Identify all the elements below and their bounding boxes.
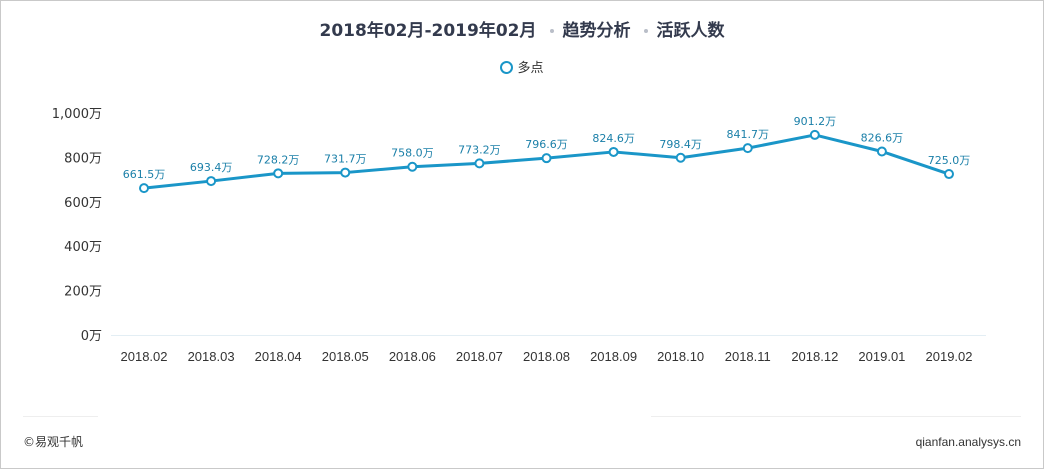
y-tick-label: 800万 [64, 151, 102, 166]
y-axis: 0万 200万 400万 600万 800万 1,000万 [52, 107, 102, 344]
x-tick-label: 2018.04 [255, 349, 302, 364]
source-url: qianfan.analysys.cn [915, 435, 1021, 449]
copyright-text: ©易观千帆 [23, 435, 84, 449]
data-label: 798.4万 [659, 138, 702, 151]
x-tick-label: 2018.12 [791, 349, 838, 364]
data-point[interactable] [608, 146, 619, 157]
y-tick-label: 200万 [64, 285, 102, 300]
data-label: 758.0万 [391, 147, 434, 160]
data-label: 901.2万 [794, 115, 837, 128]
series-layer: 661.5万 693.4万 728.2万 731.7万 758.0万 773.2万 796.… [123, 115, 971, 194]
data-label: 693.4万 [190, 161, 233, 174]
data-label: 731.7万 [324, 153, 367, 166]
data-point[interactable] [541, 153, 552, 164]
data-point[interactable] [876, 146, 887, 157]
chart-title: 2018年02月-2019年02月 趋势分析 活跃人数 [1, 16, 1043, 41]
data-point[interactable] [944, 169, 954, 180]
x-tick-label: 2019.02 [926, 349, 973, 364]
title-category: 趋势分析 [562, 21, 631, 41]
legend-circle-icon [500, 61, 514, 74]
footer-divider [651, 416, 1021, 417]
data-label: 725.0万 [928, 154, 971, 167]
y-tick-label: 600万 [64, 196, 102, 211]
x-tick-label: 2018.05 [322, 349, 369, 364]
x-tick-label: 2018.09 [590, 349, 637, 364]
x-tick-label: 2018.11 [725, 349, 771, 364]
legend-series-label: 多点 [517, 61, 544, 76]
title-metric: 活跃人数 [656, 21, 725, 41]
y-tick-label: 400万 [64, 240, 102, 255]
title-period: 2018年02月-2019年02月 [319, 21, 537, 41]
x-tick-label: 2018.08 [523, 349, 570, 364]
x-tick-label: 2018.03 [188, 349, 235, 364]
data-point[interactable] [407, 161, 418, 172]
data-label: 841.7万 [727, 128, 770, 141]
x-axis: 2018.02 2018.03 2018.04 2018.05 2018.06 2018.… [111, 335, 986, 364]
data-point[interactable] [742, 143, 753, 154]
x-tick-label: 2019.01 [858, 349, 905, 364]
data-point[interactable] [273, 168, 284, 179]
x-tick-label: 2018.10 [657, 349, 704, 364]
data-label: 796.6万 [525, 138, 568, 151]
data-point[interactable] [206, 176, 217, 187]
data-point[interactable] [809, 129, 820, 140]
data-label: 728.2万 [257, 153, 300, 166]
x-tick-label: 2018.02 [121, 349, 168, 364]
x-tick-label: 2018.06 [389, 349, 436, 364]
y-tick-label: 0万 [81, 329, 102, 344]
data-point[interactable] [139, 183, 149, 194]
data-label: 824.6万 [592, 132, 635, 145]
data-point[interactable] [340, 167, 351, 178]
title-separator-dot [549, 29, 554, 33]
footer-divider [23, 416, 98, 417]
data-point[interactable] [474, 158, 485, 169]
data-label: 773.2万 [458, 143, 501, 156]
data-label: 661.5万 [123, 168, 166, 181]
x-tick-label: 2018.07 [456, 349, 503, 364]
chart-legend[interactable]: 多点 [1, 57, 1043, 76]
data-point[interactable] [675, 152, 686, 163]
data-label: 826.6万 [861, 131, 904, 144]
y-tick-label: 1,000万 [52, 107, 102, 122]
title-separator-dot [643, 29, 648, 33]
